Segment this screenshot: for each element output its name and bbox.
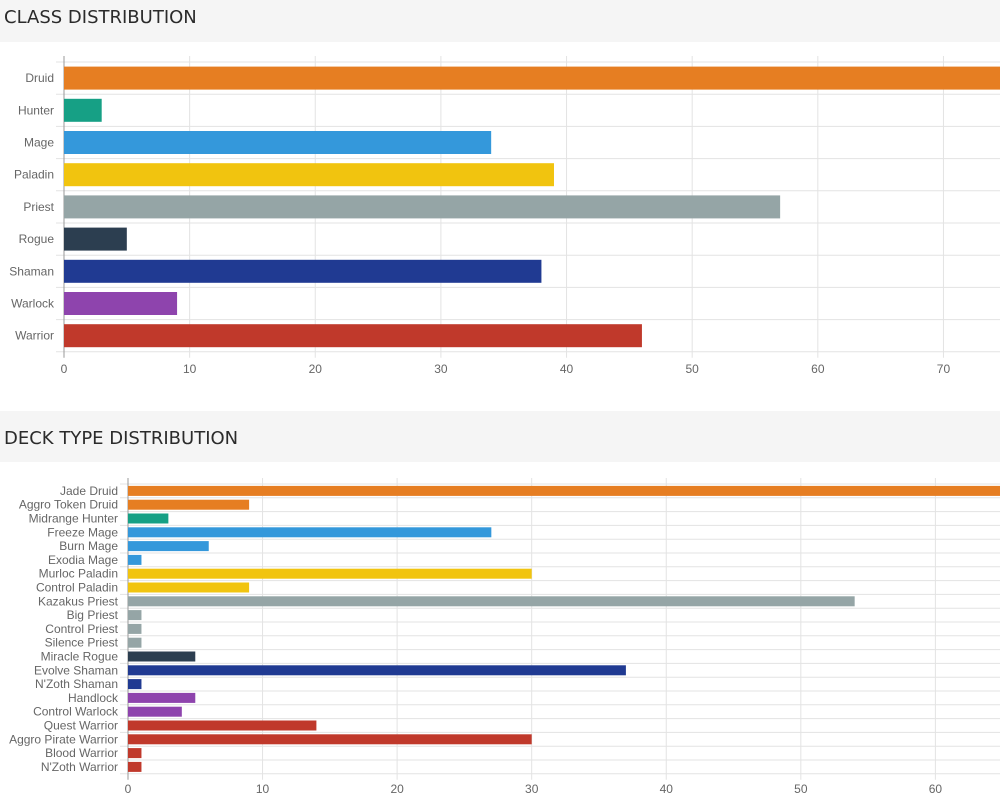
bar-control-priest [128, 623, 142, 634]
class-distribution-chart: 0 10 20 30 40 50 60 70 Druid Hunter Mage Paladin Pri… [9, 56, 1000, 376]
bar-evolve-shaman [128, 665, 626, 676]
bar-murloc-paladin [128, 568, 532, 579]
bar-hunter [64, 98, 102, 122]
bar-warlock [64, 292, 178, 315]
bar-control-paladin [128, 582, 250, 593]
bar-midrange-hunter [128, 513, 169, 524]
category-label: Paladin [14, 168, 54, 182]
bar-warrior [64, 324, 642, 348]
class-distribution-header: CLASS DISTRIBUTION [0, 0, 1000, 42]
category-label: Murloc Paladin [39, 567, 118, 581]
x-tick-label: 20 [390, 782, 404, 796]
x-tick-label: 10 [183, 362, 197, 376]
category-label: Evolve Shaman [34, 663, 118, 677]
bar-rogue [64, 227, 127, 251]
x-tick-label: 60 [811, 362, 825, 376]
bar-blood-warrior [128, 748, 142, 759]
bar-exodia-mage [128, 554, 142, 565]
category-label: Quest Warrior [44, 719, 118, 733]
x-tick-label: 50 [794, 782, 808, 796]
bar-paladin [64, 163, 554, 187]
x-tick-label: 30 [434, 362, 448, 376]
bar-burn-mage [128, 541, 209, 552]
bar-big-priest [128, 610, 142, 621]
category-label: Silence Priest [45, 636, 119, 650]
bar-kazakus-priest [128, 596, 855, 607]
x-tick-label: 10 [256, 782, 270, 796]
category-label: Aggro Pirate Warrior [9, 732, 118, 746]
bar-n-zoth-warrior [128, 761, 142, 772]
bar-silence-priest [128, 637, 142, 648]
bar-jade-druid [128, 485, 1000, 496]
category-label: Druid [25, 71, 54, 85]
category-label: Burn Mage [59, 539, 118, 553]
category-label: Kazakus Priest [38, 594, 119, 608]
x-tick-label: 70 [937, 362, 951, 376]
category-label: N'Zoth Shaman [35, 677, 118, 691]
category-label: Hunter [18, 103, 54, 117]
category-label: Midrange Hunter [29, 512, 118, 526]
x-tick-label: 20 [309, 362, 323, 376]
category-label: Freeze Mage [47, 525, 118, 539]
x-tick-label: 40 [560, 362, 574, 376]
bar-aggro-pirate-warrior [128, 734, 532, 745]
bar-handlock [128, 692, 196, 703]
category-label: Miracle Rogue [41, 650, 119, 664]
category-label: Control Paladin [36, 581, 118, 595]
bar-n-zoth-shaman [128, 679, 142, 690]
x-tick-label: 40 [660, 782, 674, 796]
category-label: Rogue [19, 232, 55, 246]
category-label: Priest [23, 200, 54, 214]
x-tick-label: 60 [929, 782, 943, 796]
category-label: Control Priest [45, 622, 118, 636]
category-label: Mage [24, 136, 54, 150]
category-label: N'Zoth Warrior [41, 760, 118, 774]
bar-miracle-rogue [128, 651, 196, 662]
bar-control-warlock [128, 706, 182, 717]
bar-freeze-mage [128, 527, 492, 538]
category-label: Aggro Token Druid [19, 498, 118, 512]
category-label: Blood Warrior [45, 746, 118, 760]
bar-shaman [64, 259, 542, 283]
category-label: Warrior [15, 329, 54, 343]
deck-type-distribution-title: DECK TYPE DISTRIBUTION [4, 428, 239, 449]
category-label: Big Priest [67, 608, 119, 622]
bar-mage [64, 131, 492, 154]
x-tick-label: 50 [686, 362, 700, 376]
deck-type-distribution-header: DECK TYPE DISTRIBUTION [0, 411, 1000, 462]
class-distribution-title: CLASS DISTRIBUTION [4, 7, 197, 28]
bar-priest [64, 195, 781, 219]
category-label: Exodia Mage [48, 553, 118, 567]
bar-druid [64, 66, 1000, 90]
x-tick-label: 0 [125, 782, 132, 796]
x-tick-label: 30 [525, 782, 539, 796]
category-label: Warlock [11, 297, 55, 311]
category-label: Handlock [68, 691, 119, 705]
category-label: Control Warlock [33, 705, 119, 719]
bar-aggro-token-druid [128, 499, 250, 510]
category-label: Jade Druid [60, 484, 118, 498]
x-tick-label: 0 [61, 362, 68, 376]
bar-quest-warrior [128, 720, 317, 731]
category-label: Shaman [9, 264, 54, 278]
